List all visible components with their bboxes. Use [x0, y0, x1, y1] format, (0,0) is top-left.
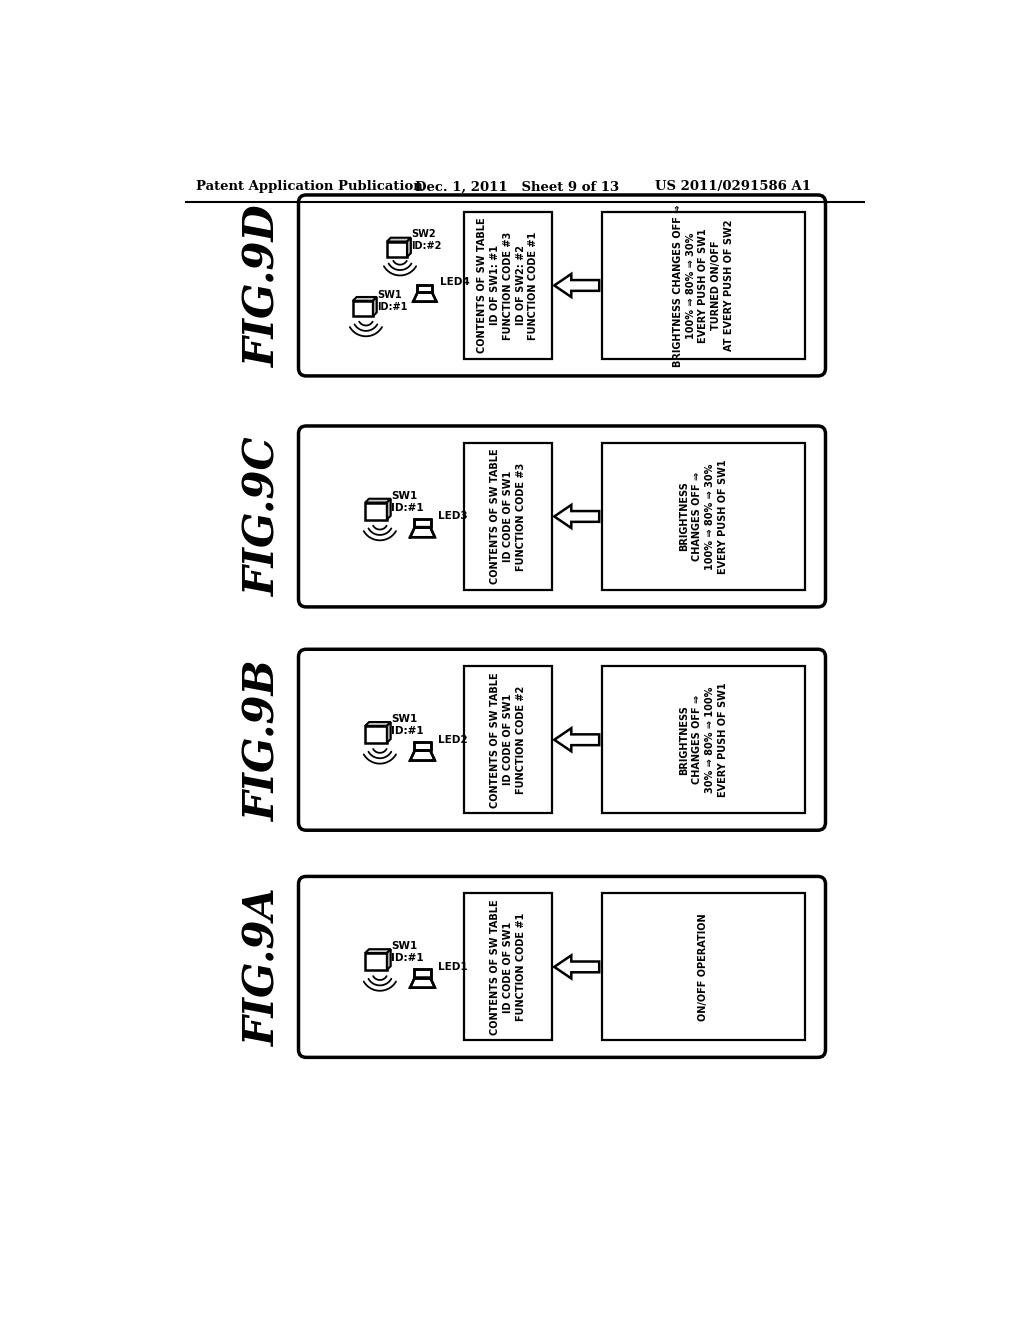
FancyBboxPatch shape [601, 894, 805, 1040]
Text: FIG.9B: FIG.9B [243, 659, 285, 821]
Text: LED1: LED1 [438, 962, 468, 972]
Text: BRIGHTNESS
CHANGES OFF ⇒
30% ⇒ 80% ⇒ 100%
EVERY PUSH OF SW1: BRIGHTNESS CHANGES OFF ⇒ 30% ⇒ 80% ⇒ 100… [679, 682, 728, 797]
FancyBboxPatch shape [601, 213, 805, 359]
Polygon shape [407, 238, 411, 257]
Text: CONTENTS OF SW TABLE
ID CODE OF SW1
FUNCTION CODE #2: CONTENTS OF SW TABLE ID CODE OF SW1 FUNC… [489, 672, 525, 808]
Text: SW1
ID:#1: SW1 ID:#1 [377, 290, 408, 312]
Text: ON/OFF OPERATION: ON/OFF OPERATION [698, 913, 709, 1020]
Polygon shape [415, 519, 430, 527]
Polygon shape [366, 949, 391, 953]
Text: SW1
ID:#1: SW1 ID:#1 [391, 941, 424, 964]
Polygon shape [366, 722, 391, 726]
FancyBboxPatch shape [601, 444, 805, 590]
Polygon shape [387, 722, 391, 743]
Text: CONTENTS OF SW TABLE
ID OF SW1: #1
FUNCTION CODE #3
ID OF SW2: #2
FUNCTION CODE : CONTENTS OF SW TABLE ID OF SW1: #1 FUNCT… [477, 218, 539, 354]
Polygon shape [352, 297, 377, 301]
Text: FIG.9C: FIG.9C [243, 437, 285, 597]
Polygon shape [415, 969, 430, 978]
Polygon shape [387, 499, 391, 520]
Polygon shape [410, 978, 435, 987]
Text: LED3: LED3 [438, 511, 468, 521]
Text: Patent Application Publication: Patent Application Publication [197, 181, 423, 194]
Text: SW2
ID:#2: SW2 ID:#2 [411, 230, 441, 251]
FancyBboxPatch shape [464, 894, 552, 1040]
Text: CONTENTS OF SW TABLE
ID CODE OF SW1
FUNCTION CODE #1: CONTENTS OF SW TABLE ID CODE OF SW1 FUNC… [489, 899, 525, 1035]
FancyBboxPatch shape [299, 876, 825, 1057]
Text: LED4: LED4 [440, 277, 470, 286]
Text: FIG.9A: FIG.9A [243, 887, 285, 1047]
Bar [366, 953, 387, 970]
Polygon shape [554, 506, 599, 528]
Bar [352, 301, 373, 317]
Text: SW1
ID:#1: SW1 ID:#1 [391, 714, 424, 737]
Polygon shape [417, 285, 432, 292]
Text: FIG.9D: FIG.9D [243, 205, 285, 367]
FancyBboxPatch shape [299, 649, 825, 830]
Polygon shape [554, 729, 599, 751]
FancyBboxPatch shape [299, 426, 825, 607]
Text: SW1
ID:#1: SW1 ID:#1 [391, 491, 424, 512]
Polygon shape [554, 956, 599, 978]
FancyBboxPatch shape [464, 213, 552, 359]
Text: US 2011/0291586 A1: US 2011/0291586 A1 [655, 181, 811, 194]
Text: CONTENTS OF SW TABLE
ID CODE OF SW1
FUNCTION CODE #3: CONTENTS OF SW TABLE ID CODE OF SW1 FUNC… [489, 449, 525, 585]
Text: BRIGHTNESS
CHANGES OFF ⇒
100% ⇒ 80% ⇒ 30%
EVERY PUSH OF SW1: BRIGHTNESS CHANGES OFF ⇒ 100% ⇒ 80% ⇒ 30… [679, 459, 728, 574]
Polygon shape [414, 292, 436, 302]
Polygon shape [410, 750, 435, 760]
FancyBboxPatch shape [299, 195, 825, 376]
Text: Dec. 1, 2011   Sheet 9 of 13: Dec. 1, 2011 Sheet 9 of 13 [415, 181, 618, 194]
Text: BRIGHTNESS CHANGES OFF ⇒
100% ⇒ 80% ⇒ 30%
EVERY PUSH OF SW1
TURNED ON/OFF
AT EVE: BRIGHTNESS CHANGES OFF ⇒ 100% ⇒ 80% ⇒ 30… [673, 205, 734, 367]
FancyBboxPatch shape [464, 667, 552, 813]
Polygon shape [387, 949, 391, 970]
Text: LED2: LED2 [438, 735, 468, 744]
FancyBboxPatch shape [601, 667, 805, 813]
Polygon shape [554, 275, 599, 297]
Polygon shape [373, 297, 377, 317]
Bar [366, 726, 387, 743]
Polygon shape [410, 527, 435, 537]
Bar [366, 503, 387, 520]
FancyBboxPatch shape [464, 444, 552, 590]
Polygon shape [415, 742, 430, 750]
Polygon shape [387, 238, 411, 242]
Bar [387, 242, 407, 257]
Polygon shape [366, 499, 391, 503]
